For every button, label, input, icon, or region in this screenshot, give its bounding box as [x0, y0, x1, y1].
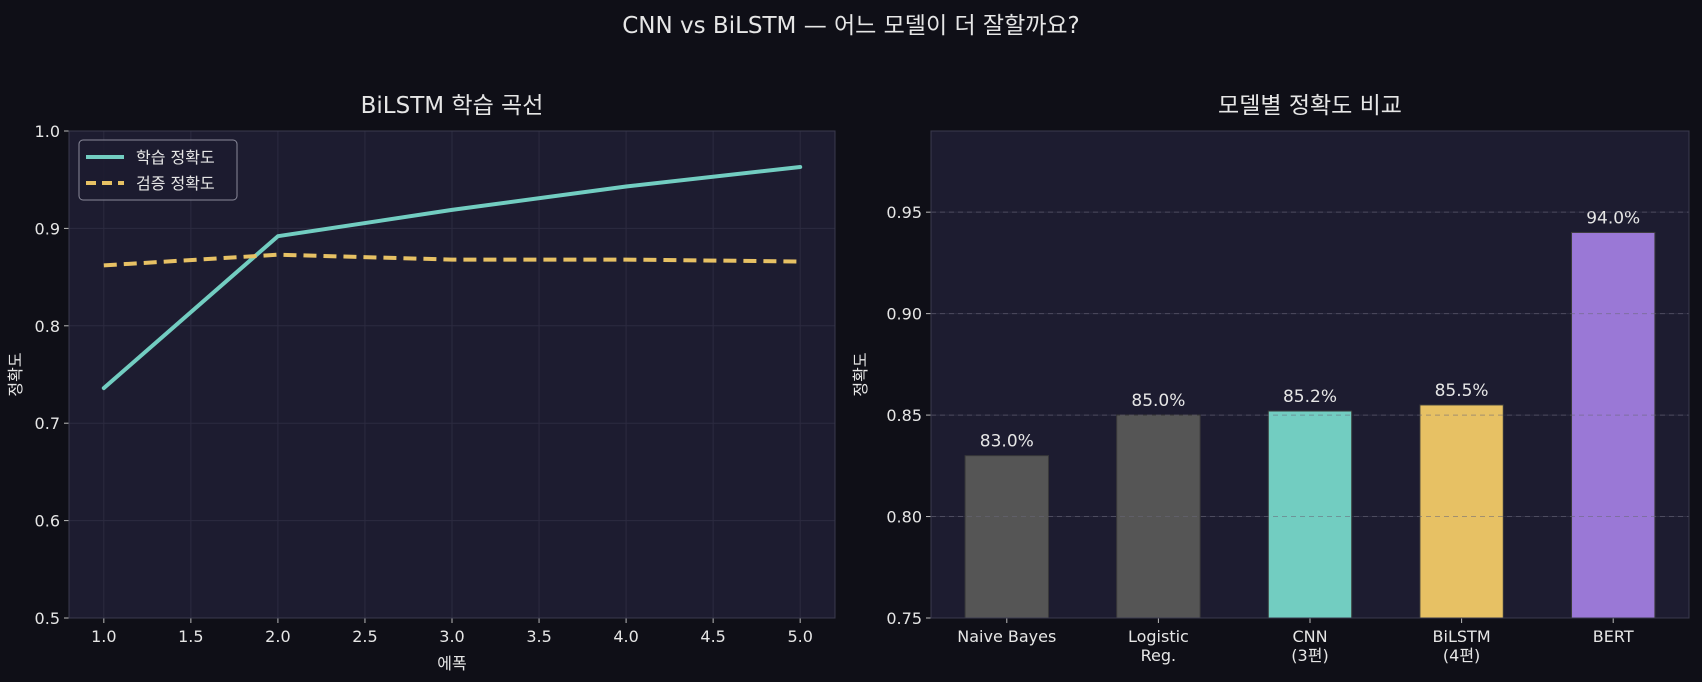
- line-chart-x-tick-label: 1.0: [91, 627, 116, 646]
- line-chart-x-tick-label: 1.5: [178, 627, 203, 646]
- line-chart-x-tick-label: 2.0: [265, 627, 290, 646]
- bar-chart-y-tick-label: 0.85: [886, 406, 922, 425]
- bar-chart: 모델별 정확도 비교 0.75 0.80 0.85 0.90 0.95 83.0% Naive…: [851, 93, 1690, 665]
- line-chart-x-tick-label: 3.5: [526, 627, 551, 646]
- line-chart-x-tick-label: 5.0: [787, 627, 812, 646]
- bar-chart-category-label: (3편): [1291, 646, 1328, 665]
- bar-chart-y-tick-label: 0.95: [886, 203, 922, 222]
- bar-chart-category-label: Naive Bayes: [957, 627, 1056, 646]
- line-chart-x-tick-label: 2.5: [352, 627, 377, 646]
- bar-chart-y-tick-label: 0.80: [886, 508, 922, 527]
- bar-chart-bar-3: [1267, 410, 1353, 619]
- bar-chart-title: 모델별 정확도 비교: [1218, 93, 1402, 119]
- line-chart-x-axis-label: 에폭: [437, 654, 466, 673]
- line-chart-series-2: [103, 252, 801, 268]
- bar-chart-bar-1: [964, 455, 1049, 619]
- line-chart-y-tick-label: 0.8: [35, 317, 60, 336]
- line-chart-y-tick-label: 1.0: [35, 122, 60, 141]
- line-chart-series-1: [101, 165, 803, 391]
- bar-chart-category-label: BERT: [1593, 627, 1634, 646]
- bar-chart-category-label: (4편): [1443, 646, 1480, 665]
- line-chart-y-axis-label: 정확도: [6, 352, 25, 396]
- line-chart-legend-label-1: 학습 정확도: [136, 148, 215, 167]
- bar-chart-category-label: BiLSTM: [1433, 627, 1491, 646]
- bar-chart-category-label: CNN: [1292, 627, 1327, 646]
- bar-chart-y-tick-label: 0.75: [886, 609, 922, 628]
- bar-chart-category-label: Reg.: [1141, 646, 1176, 665]
- line-chart-x-tick-label: 4.0: [613, 627, 638, 646]
- line-chart-y-tick-label: 0.7: [35, 414, 60, 433]
- line-chart-y-tick-label: 0.5: [35, 609, 60, 628]
- bar-chart-frame: [930, 130, 1690, 619]
- bar-chart-bar-4: [1419, 404, 1504, 619]
- bar-chart-value-label-1: 83.0%: [980, 432, 1034, 452]
- bar-chart-value-label-3: 85.2%: [1283, 387, 1337, 407]
- bar-chart-y-tick-label: 0.90: [886, 305, 922, 324]
- figure-suptitle: CNN vs BiLSTM — 어느 모델이 더 잘할까요?: [622, 13, 1080, 39]
- line-chart-frame: [68, 130, 836, 619]
- line-chart-x-tick-label: 4.5: [700, 627, 725, 646]
- line-chart: BiLSTM 학습 곡선 1.0 1.5 2.0 2.5 3.0 3.5 4.0 4.5 5.0 0…: [6, 93, 836, 673]
- bar-chart-y-axis-label: 정확도: [851, 352, 870, 396]
- line-chart-y-tick-label: 0.9: [35, 219, 60, 238]
- bar-chart-bar-5: [1571, 231, 1656, 619]
- bar-chart-category-label: Logistic: [1128, 627, 1189, 646]
- line-chart-x-tick-label: 3.0: [439, 627, 464, 646]
- line-chart-title: BiLSTM 학습 곡선: [361, 93, 544, 119]
- line-chart-legend-label-2: 검증 정확도: [136, 174, 215, 193]
- bar-chart-value-label-4: 85.5%: [1435, 381, 1489, 401]
- bar-chart-value-label-2: 85.0%: [1131, 391, 1185, 411]
- line-chart-y-tick-label: 0.6: [35, 512, 60, 531]
- bar-chart-value-label-5: 94.0%: [1586, 208, 1640, 228]
